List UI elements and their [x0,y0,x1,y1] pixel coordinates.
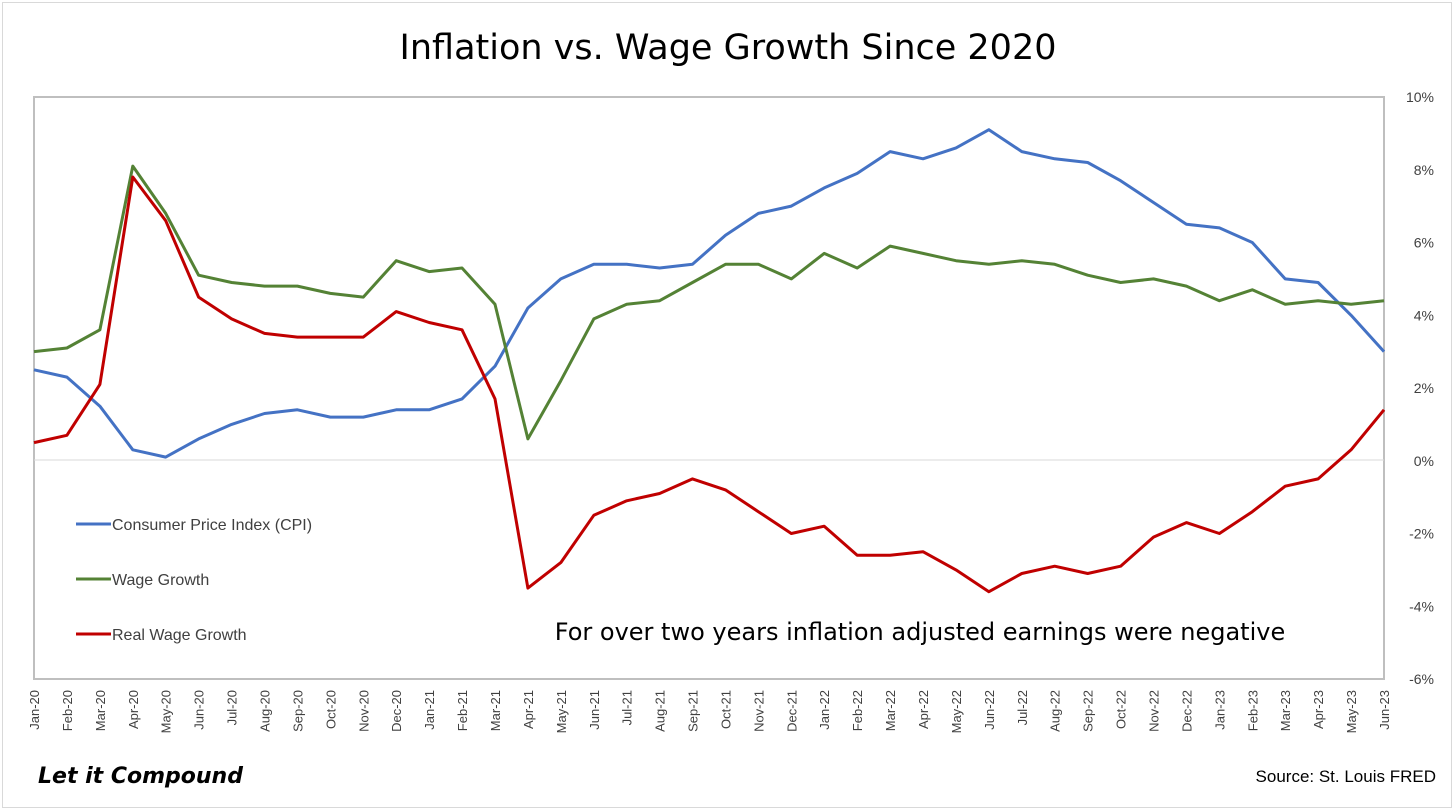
x-tick-label: Jun-22 [982,690,997,730]
annotation-text: For over two years inflation adjusted ea… [555,618,1285,646]
series-line-consumer-price-index-cpi [33,128,1386,459]
x-tick-label: Nov-20 [356,690,371,732]
x-tick-label: May-23 [1344,690,1359,733]
x-tick-label: Aug-22 [1048,690,1063,732]
legend-label: Consumer Price Index (CPI) [112,517,312,534]
x-tick-label: Jul-22 [1015,690,1030,725]
x-tick-label: Nov-22 [1147,690,1162,732]
x-tick-label: Mar-23 [1278,690,1293,731]
x-tick-label: Jan-21 [422,690,437,730]
x-tick-label: Dec-22 [1179,690,1194,732]
legend: Consumer Price Index (CPI) Wage Growth Rea… [76,517,312,644]
legend-label: Wage Growth [112,572,209,589]
x-tick-label: Feb-23 [1245,690,1260,731]
x-tick-label: Sep-21 [686,690,701,732]
x-tick-label: Mar-21 [488,690,503,731]
plot-area-border [33,96,1385,680]
x-tick-label: Apr-23 [1311,690,1326,729]
y-tick-label: 10% [1406,89,1434,105]
x-tick-label: Mar-20 [93,690,108,731]
x-tick-label: Sep-22 [1081,690,1096,732]
x-tick-label: Oct-21 [718,690,733,729]
x-tick-label: Mar-22 [883,690,898,731]
x-tick-label: Feb-22 [850,690,865,731]
series-group [33,128,1386,594]
x-tick-label: Feb-20 [60,690,75,731]
source-note: Source: St. Louis FRED [1255,767,1436,786]
y-tick-label: -2% [1409,526,1434,542]
x-tick-label: Oct-20 [323,690,338,729]
series-line-wage-growth [33,164,1385,441]
x-tick-label: Aug-20 [257,690,272,732]
x-tick-label: Oct-22 [1114,690,1129,729]
x-tick-label: Sep-20 [290,690,305,732]
x-tick-label: Jun-21 [587,690,602,730]
x-tick-label: Aug-21 [653,690,668,732]
x-tick-label: Dec-21 [784,690,799,732]
x-tick-label: Feb-21 [455,690,470,731]
x-tick-label: Apr-21 [521,690,536,729]
x-tick-label: Dec-20 [389,690,404,732]
brand-logo: Let it Compound [38,764,243,789]
y-tick-label: -6% [1409,671,1434,687]
y-tick-label: 6% [1414,235,1434,251]
y-tick-label: -4% [1409,598,1434,614]
y-tick-label: 8% [1414,162,1434,178]
y-tick-label: 4% [1414,307,1434,323]
y-tick-label: 2% [1414,380,1434,396]
x-axis: Jan-20 Feb-20 Mar-20 Apr-20 May-20 Jun-20 Jul-… [27,690,1392,733]
x-tick-label: Apr-20 [126,690,141,729]
x-tick-label: Apr-22 [916,690,931,729]
x-tick-label: May-20 [159,690,174,733]
x-tick-label: Jan-20 [27,690,42,730]
x-tick-label: Jul-21 [620,690,635,725]
x-tick-label: Jan-23 [1212,690,1227,730]
x-tick-label: Jun-20 [192,690,207,730]
chart-title: Inflation vs. Wage Growth Since 2020 [399,28,1057,68]
x-tick-label: Jan-22 [817,690,832,730]
y-axis: 10% 8% 6% 4% 2% 0% -2% -4% -6% [1406,89,1434,687]
x-tick-label: Jun-23 [1377,690,1392,730]
y-tick-label: 0% [1414,453,1434,469]
x-tick-label: May-22 [949,690,964,733]
series-line-real-wage-growth [33,175,1386,594]
x-tick-label: Jul-20 [225,690,240,725]
legend-label: Real Wage Growth [112,627,247,644]
x-tick-label: Nov-21 [751,690,766,732]
x-tick-label: May-21 [554,690,569,733]
